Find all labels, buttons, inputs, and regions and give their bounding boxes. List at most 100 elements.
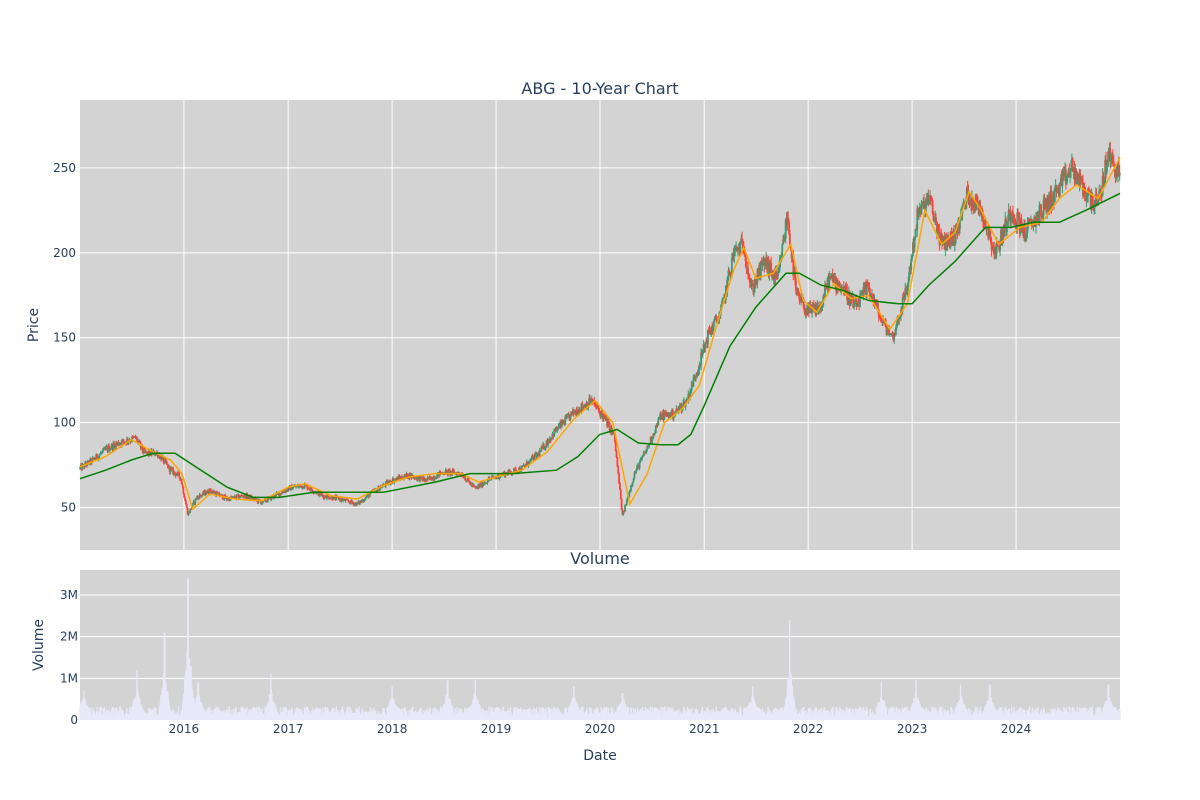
candle-body-down — [612, 430, 614, 435]
candle-body-down — [181, 484, 184, 487]
volume-bar — [1020, 707, 1022, 720]
candle-body-down — [982, 213, 984, 222]
volume-bar — [187, 578, 189, 720]
candle-body-down — [770, 262, 773, 276]
volume-bar — [951, 711, 954, 720]
candle-body-down — [619, 483, 621, 490]
volume-bar — [153, 707, 156, 720]
candle-body-up — [130, 441, 133, 443]
volume-bar — [652, 707, 654, 720]
candle-body-down — [531, 456, 534, 458]
candle-body-up — [483, 483, 485, 485]
candle-body-up — [853, 300, 856, 303]
candle-body-up — [622, 511, 625, 515]
volume-bar — [545, 711, 548, 720]
volume-bar — [1053, 710, 1055, 720]
candle-body-up — [734, 247, 737, 250]
volume-bar — [460, 709, 463, 720]
candle-body-up — [638, 462, 641, 469]
candle-body-down — [126, 438, 129, 443]
candle-body-up — [1025, 232, 1028, 239]
candle-body-up — [811, 306, 814, 313]
volume-bar — [417, 711, 419, 720]
candle-body-up — [713, 317, 716, 321]
volume-bar — [690, 707, 693, 720]
candle-body-down — [976, 200, 979, 205]
volume-y-tick-label: 3M — [60, 588, 78, 602]
candle-body-down — [790, 248, 793, 259]
candle-body-down — [604, 415, 607, 420]
candle-body-up — [238, 497, 241, 499]
x-tick-label: 2017 — [273, 722, 304, 736]
volume-bar — [722, 708, 724, 720]
candle-body-up — [783, 239, 786, 241]
volume-bar — [307, 708, 309, 720]
candle-body-down — [742, 248, 745, 253]
candle-body-up — [625, 504, 627, 506]
volume-bar — [516, 707, 518, 720]
candle-body-down — [1081, 178, 1084, 183]
volume-bar — [996, 709, 999, 720]
candle-body-up — [689, 389, 692, 392]
candle-body-up — [1093, 207, 1095, 209]
candle-body-up — [201, 494, 204, 496]
candle-body-up — [658, 417, 661, 419]
volume-bar — [1089, 707, 1091, 720]
candle-body-up — [1066, 174, 1069, 178]
volume-bar — [656, 708, 658, 720]
candle-body-up — [698, 364, 701, 371]
candle-body-up — [1094, 199, 1096, 208]
candle-body-up — [736, 247, 739, 251]
candle-body-down — [830, 275, 832, 277]
volume-bar — [677, 708, 680, 720]
volume-bar — [922, 708, 924, 720]
volume-bar — [329, 712, 331, 720]
candle-body-up — [941, 236, 944, 245]
candle-body-down — [1023, 223, 1026, 240]
candle-body-up — [267, 497, 269, 502]
volume-y-tick-label: 0 — [70, 713, 78, 727]
candle-body-down — [337, 497, 340, 500]
volume-bar — [808, 708, 810, 720]
volume-bar — [251, 707, 254, 720]
candle-body-up — [965, 188, 968, 203]
candle-body-down — [208, 493, 210, 495]
volume-bar — [435, 709, 437, 720]
candle-body-down — [218, 492, 221, 496]
candle-body-down — [241, 495, 244, 497]
candle-body-down — [987, 226, 990, 238]
candle-body-down — [869, 292, 872, 297]
volume-y-tick-label: 1M — [60, 671, 78, 685]
volume-bar — [581, 706, 583, 720]
candle-body-down — [968, 199, 971, 201]
volume-bar — [701, 707, 704, 720]
candle-body-up — [724, 285, 727, 300]
candle-body-up — [1063, 170, 1066, 176]
candle-body-down — [188, 512, 191, 514]
candle-body-down — [389, 480, 392, 484]
candle-body-up — [889, 334, 891, 336]
candle-body-up — [364, 497, 367, 500]
candle-body-down — [166, 463, 169, 465]
volume-bar — [276, 711, 279, 720]
candle-body-up — [1006, 220, 1009, 223]
candle-body-down — [1076, 173, 1079, 176]
volume-bar — [782, 712, 785, 720]
volume-bar — [224, 713, 226, 720]
candle-body-down — [755, 282, 758, 284]
candle-body-up — [191, 503, 194, 507]
volume-chart-title: Volume — [570, 549, 630, 568]
candle-body-up — [426, 477, 429, 481]
volume-bar — [335, 706, 337, 720]
price-y-tick-label: 200 — [53, 246, 76, 260]
candle-body-down — [164, 459, 167, 461]
volume-bar — [832, 710, 835, 720]
candle-body-up — [677, 408, 680, 411]
candle-body-up — [1024, 238, 1027, 240]
candle-body-up — [632, 478, 635, 482]
candle-body-up — [589, 401, 592, 404]
volume-bar — [536, 707, 538, 720]
candle-body-up — [131, 436, 134, 442]
volume-bar — [145, 712, 148, 720]
candle-body-up — [928, 200, 931, 203]
